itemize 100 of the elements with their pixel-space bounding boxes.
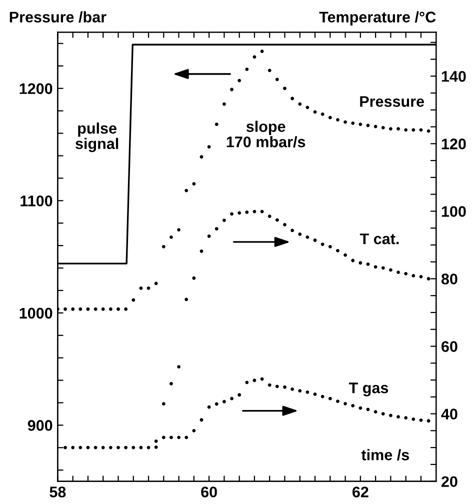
point xyxy=(252,378,256,382)
point xyxy=(389,414,392,418)
point xyxy=(101,446,105,450)
point xyxy=(389,127,392,131)
point xyxy=(328,244,332,248)
point xyxy=(78,307,82,311)
point xyxy=(298,232,302,236)
y2-tick-label: 120 xyxy=(442,138,466,150)
point xyxy=(64,307,67,311)
y2-tick-label: 80 xyxy=(441,274,458,284)
point xyxy=(124,446,128,450)
y-tick-label: 1200 xyxy=(20,83,52,94)
point xyxy=(404,272,408,276)
point xyxy=(268,383,272,387)
point xyxy=(78,446,82,450)
point xyxy=(351,258,355,262)
point xyxy=(336,249,340,252)
point xyxy=(154,446,158,449)
point xyxy=(238,393,242,397)
point xyxy=(419,275,423,278)
y-tick-label: 1000 xyxy=(20,308,52,319)
point xyxy=(222,102,226,106)
point xyxy=(268,214,272,218)
point xyxy=(101,307,105,311)
point xyxy=(419,128,423,132)
point xyxy=(426,277,430,280)
point xyxy=(290,228,294,232)
point xyxy=(71,446,75,450)
point xyxy=(132,298,136,302)
point xyxy=(351,121,355,125)
point xyxy=(283,223,286,226)
point xyxy=(268,68,272,72)
point xyxy=(306,236,310,239)
point xyxy=(358,261,362,265)
point xyxy=(71,307,75,311)
point xyxy=(374,265,378,269)
point xyxy=(192,276,196,280)
point xyxy=(374,124,378,128)
point xyxy=(200,418,204,422)
point xyxy=(396,270,400,274)
point xyxy=(162,244,166,248)
point xyxy=(184,188,188,192)
point xyxy=(238,78,242,82)
point xyxy=(184,436,188,440)
y-tick-label: 1100 xyxy=(20,196,52,206)
point xyxy=(230,88,234,92)
point xyxy=(381,126,385,130)
x-tick-label: 60 xyxy=(201,486,217,498)
point xyxy=(320,394,324,398)
point xyxy=(404,416,408,420)
point xyxy=(207,234,211,238)
y2-tick-label: 60 xyxy=(442,341,458,352)
x-tick-label: 62 xyxy=(352,486,368,498)
point xyxy=(200,249,204,253)
point xyxy=(260,50,264,54)
point xyxy=(222,218,226,222)
point xyxy=(358,122,362,126)
y2-tick-label: 20 xyxy=(441,476,458,488)
point xyxy=(154,439,158,443)
point xyxy=(328,396,332,400)
y2-tick-label: 100 xyxy=(442,206,466,217)
point xyxy=(200,155,204,159)
point xyxy=(351,404,355,408)
point xyxy=(275,384,279,388)
point xyxy=(116,446,120,450)
point xyxy=(320,112,324,116)
point xyxy=(396,127,400,131)
x-axis-title: time /s xyxy=(361,449,409,460)
point xyxy=(170,436,173,440)
point xyxy=(404,128,408,132)
point xyxy=(290,387,294,391)
series-label: T cat. xyxy=(360,234,399,244)
point xyxy=(207,145,211,148)
point xyxy=(214,402,218,406)
point xyxy=(146,286,150,290)
y2-tick-label: 40 xyxy=(441,408,458,420)
point xyxy=(412,274,416,278)
point xyxy=(86,307,90,311)
point xyxy=(108,446,112,450)
point xyxy=(230,396,234,400)
point xyxy=(374,410,378,414)
point xyxy=(245,210,249,214)
point xyxy=(184,298,188,302)
point xyxy=(381,266,385,270)
point xyxy=(177,365,180,369)
series-label: T gas xyxy=(348,382,388,396)
point xyxy=(344,120,347,124)
point xyxy=(139,286,143,290)
point xyxy=(116,307,120,311)
point xyxy=(139,446,143,450)
point xyxy=(177,436,180,440)
point xyxy=(124,307,128,311)
point xyxy=(366,262,370,266)
point xyxy=(245,68,249,72)
point xyxy=(290,96,294,100)
y2-tick-label: 140 xyxy=(442,71,466,82)
point xyxy=(381,412,385,416)
point xyxy=(389,268,392,272)
point xyxy=(214,227,218,230)
point xyxy=(426,419,430,423)
